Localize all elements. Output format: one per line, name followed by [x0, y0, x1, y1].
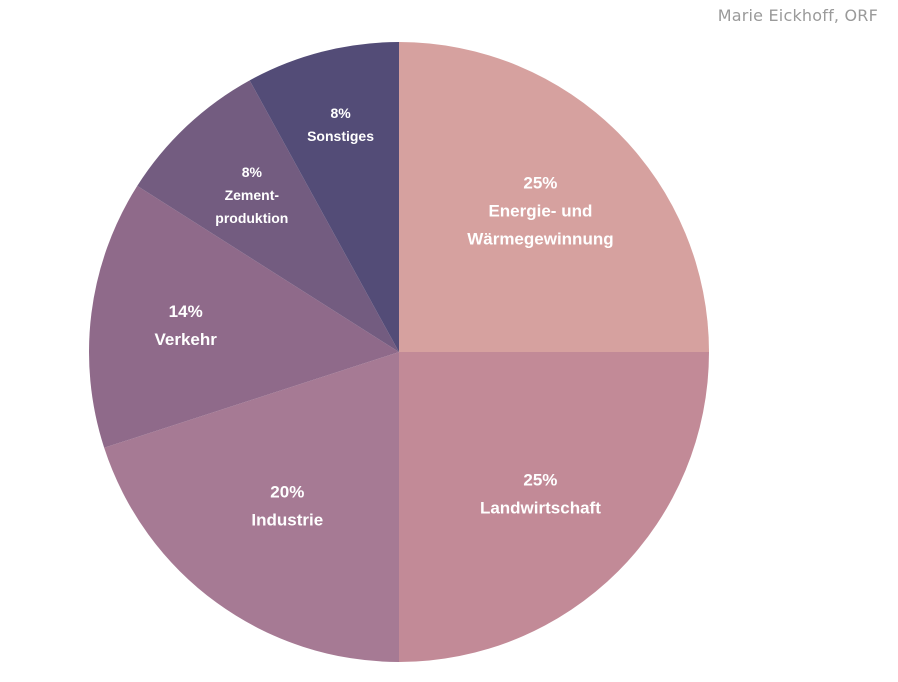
pie-slice-label-3: 14% Verkehr	[155, 302, 218, 349]
slice-percent-label: 8%	[242, 164, 263, 180]
pie-slice-label-2: 20% Industrie	[251, 483, 323, 530]
slice-percent-label: 25%	[523, 470, 557, 489]
slice-category-label: produktion	[215, 210, 288, 226]
slice-category-label: Wärmegewinnung	[467, 230, 613, 249]
pie-slice-1	[399, 352, 709, 662]
slice-category-label: Landwirtschaft	[480, 498, 601, 517]
pie-slice-label-1: 25% Landwirtschaft	[480, 470, 601, 517]
slice-percent-label: 25%	[523, 174, 557, 193]
slice-category-label: Verkehr	[155, 330, 218, 349]
slice-category-label: Energie- und	[488, 202, 592, 221]
slice-category-label: Zement-	[225, 187, 280, 203]
pie-slice-5	[249, 42, 399, 352]
slice-percent-label: 14%	[169, 302, 203, 321]
slice-percent-label: 8%	[330, 105, 351, 121]
pie-slice-4	[137, 80, 399, 352]
slice-category-label: Sonstiges	[307, 128, 374, 144]
slice-category-label: Industrie	[251, 511, 323, 530]
pie-slice-3	[89, 185, 399, 448]
slice-percent-label: 20%	[270, 483, 304, 502]
pie-slice-label-0: 25% Energie- und Wärmegewinnung	[467, 174, 613, 249]
pie-slice-0	[399, 42, 709, 352]
pie-slice-label-5: 8% Sonstiges	[307, 105, 374, 144]
pie-slice-label-4: 8% Zement-produktion	[215, 164, 288, 226]
pie-slice-2	[104, 352, 399, 662]
credit-text: Marie Eickhoff, ORF	[717, 6, 878, 25]
